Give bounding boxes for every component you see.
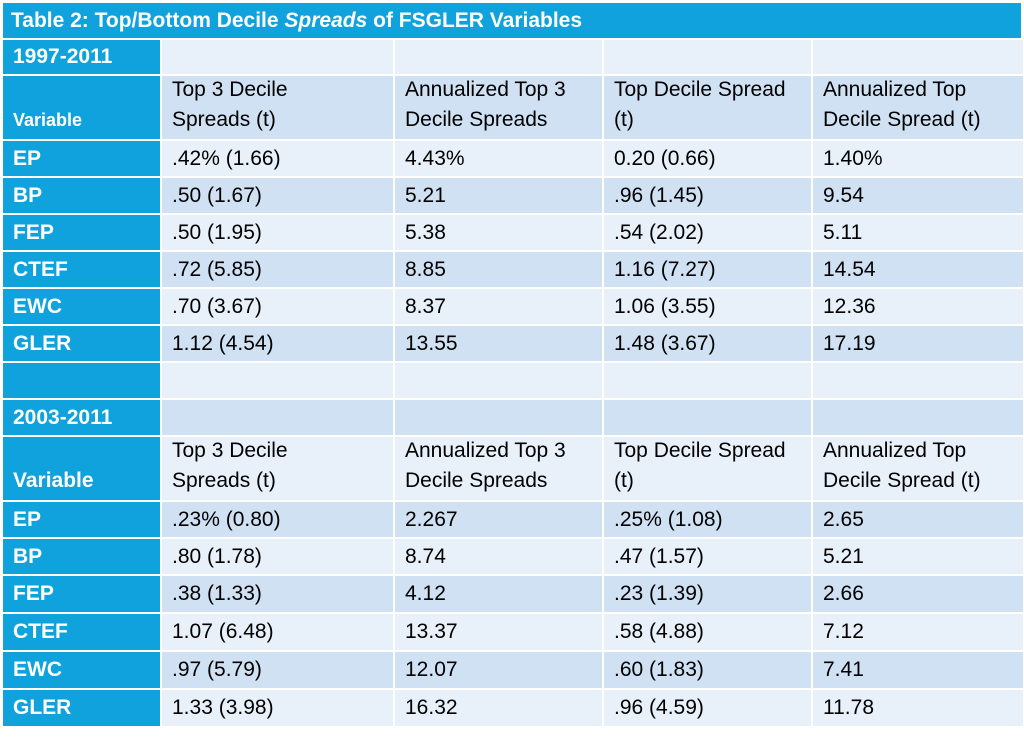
variable-header: Variable — [3, 437, 162, 502]
row-variable: GLER — [3, 690, 162, 728]
row-variable: EP — [3, 502, 162, 539]
table-cell: 1.12 (4.54) — [162, 326, 395, 363]
decile-spreads-table: Table 2: Top/Bottom Decile Spreads of FS… — [3, 3, 1023, 741]
table-cell: 11.78 — [813, 690, 1023, 728]
empty-cell — [604, 400, 813, 437]
column-header: Top Decile Spread (t) — [604, 437, 813, 502]
column-header: Annualized Top 3 Decile Spreads — [395, 437, 604, 502]
row-variable: EWC — [3, 652, 162, 690]
period-label: 1997-2011 — [3, 40, 162, 76]
table-cell: .96 (4.59) — [604, 690, 813, 728]
table-cell: 17.19 — [813, 326, 1023, 363]
column-header: Top 3 Decile Spreads (t) — [162, 76, 395, 141]
table-cell: .80 (1.78) — [162, 539, 395, 576]
table-cell: 1.40% — [813, 141, 1023, 178]
row-variable: CTEF — [3, 614, 162, 652]
spacer-cell — [3, 363, 162, 400]
title-italic: Spreads — [284, 8, 368, 32]
table-cell: .42% (1.66) — [162, 141, 395, 178]
table-cell: 7.12 — [813, 614, 1023, 652]
table-cell: 1.07 (6.48) — [162, 614, 395, 652]
table-cell: 1.48 (3.67) — [604, 326, 813, 363]
title-prefix: Table 2: Top/Bottom Decile — [11, 8, 279, 32]
table-cell: 12.36 — [813, 289, 1023, 326]
column-header: Top Decile Spread (t) — [604, 76, 813, 141]
table-cell: 8.85 — [395, 252, 604, 289]
row-variable: GLER — [3, 326, 162, 363]
table-cell: 2.65 — [813, 502, 1023, 539]
table-cell: 14.54 — [813, 252, 1023, 289]
table-cell: 1.33 (3.98) — [162, 690, 395, 728]
table-cell: 7.41 — [813, 652, 1023, 690]
table-cell: .50 (1.67) — [162, 178, 395, 215]
table-cell: 4.43% — [395, 141, 604, 178]
table-cell: 4.12 — [395, 576, 604, 614]
table-cell: 13.55 — [395, 326, 604, 363]
column-header: Annualized Top Decile Spread (t) — [813, 437, 1023, 502]
table-cell: 5.38 — [395, 215, 604, 252]
spacer-cell — [813, 363, 1023, 400]
table-title: Table 2: Top/Bottom Decile Spreads of FS… — [3, 3, 1023, 40]
table-cell: .54 (2.02) — [604, 215, 813, 252]
table-cell: .25% (1.08) — [604, 502, 813, 539]
spacer-cell — [604, 363, 813, 400]
table-cell: 5.21 — [395, 178, 604, 215]
spacer-cell — [395, 363, 604, 400]
empty-cell — [162, 40, 395, 76]
table-cell: .23% (0.80) — [162, 502, 395, 539]
table-cell: .60 (1.83) — [604, 652, 813, 690]
column-header: Annualized Top Decile Spread (t) — [813, 76, 1023, 141]
table-cell: 16.32 — [395, 690, 604, 728]
table-cell: 5.21 — [813, 539, 1023, 576]
table-cell: 13.37 — [395, 614, 604, 652]
spacer-cell — [162, 363, 395, 400]
empty-cell — [162, 400, 395, 437]
table-cell: .96 (1.45) — [604, 178, 813, 215]
table-cell: 5.11 — [813, 215, 1023, 252]
table-cell: .23 (1.39) — [604, 576, 813, 614]
column-header: Annualized Top 3 Decile Spreads — [395, 76, 604, 141]
title-suffix: of FSGLER Variables — [373, 8, 583, 32]
table-cell: 0.20 (0.66) — [604, 141, 813, 178]
table-cell: .38 (1.33) — [162, 576, 395, 614]
variable-header: Variable — [3, 76, 162, 141]
period-label: 2003-2011 — [3, 400, 162, 437]
table-cell: .50 (1.95) — [162, 215, 395, 252]
table-cell: .58 (4.88) — [604, 614, 813, 652]
empty-cell — [813, 40, 1023, 76]
row-variable: FEP — [3, 215, 162, 252]
row-variable: CTEF — [3, 252, 162, 289]
table-cell: 12.07 — [395, 652, 604, 690]
table-cell: .72 (5.85) — [162, 252, 395, 289]
row-variable: BP — [3, 539, 162, 576]
row-variable: EWC — [3, 289, 162, 326]
empty-cell — [395, 400, 604, 437]
table-cell: 9.54 — [813, 178, 1023, 215]
table-cell: 8.37 — [395, 289, 604, 326]
row-variable: BP — [3, 178, 162, 215]
table-cell: 1.16 (7.27) — [604, 252, 813, 289]
table-cell: 2.66 — [813, 576, 1023, 614]
table-cell: .70 (3.67) — [162, 289, 395, 326]
row-variable: EP — [3, 141, 162, 178]
empty-cell — [813, 400, 1023, 437]
row-variable: FEP — [3, 576, 162, 614]
table-cell: .47 (1.57) — [604, 539, 813, 576]
table-cell: .97 (5.79) — [162, 652, 395, 690]
column-header: Top 3 Decile Spreads (t) — [162, 437, 395, 502]
table-cell: 8.74 — [395, 539, 604, 576]
empty-cell — [395, 40, 604, 76]
table-cell: 2.267 — [395, 502, 604, 539]
empty-cell — [604, 40, 813, 76]
table-cell: 1.06 (3.55) — [604, 289, 813, 326]
